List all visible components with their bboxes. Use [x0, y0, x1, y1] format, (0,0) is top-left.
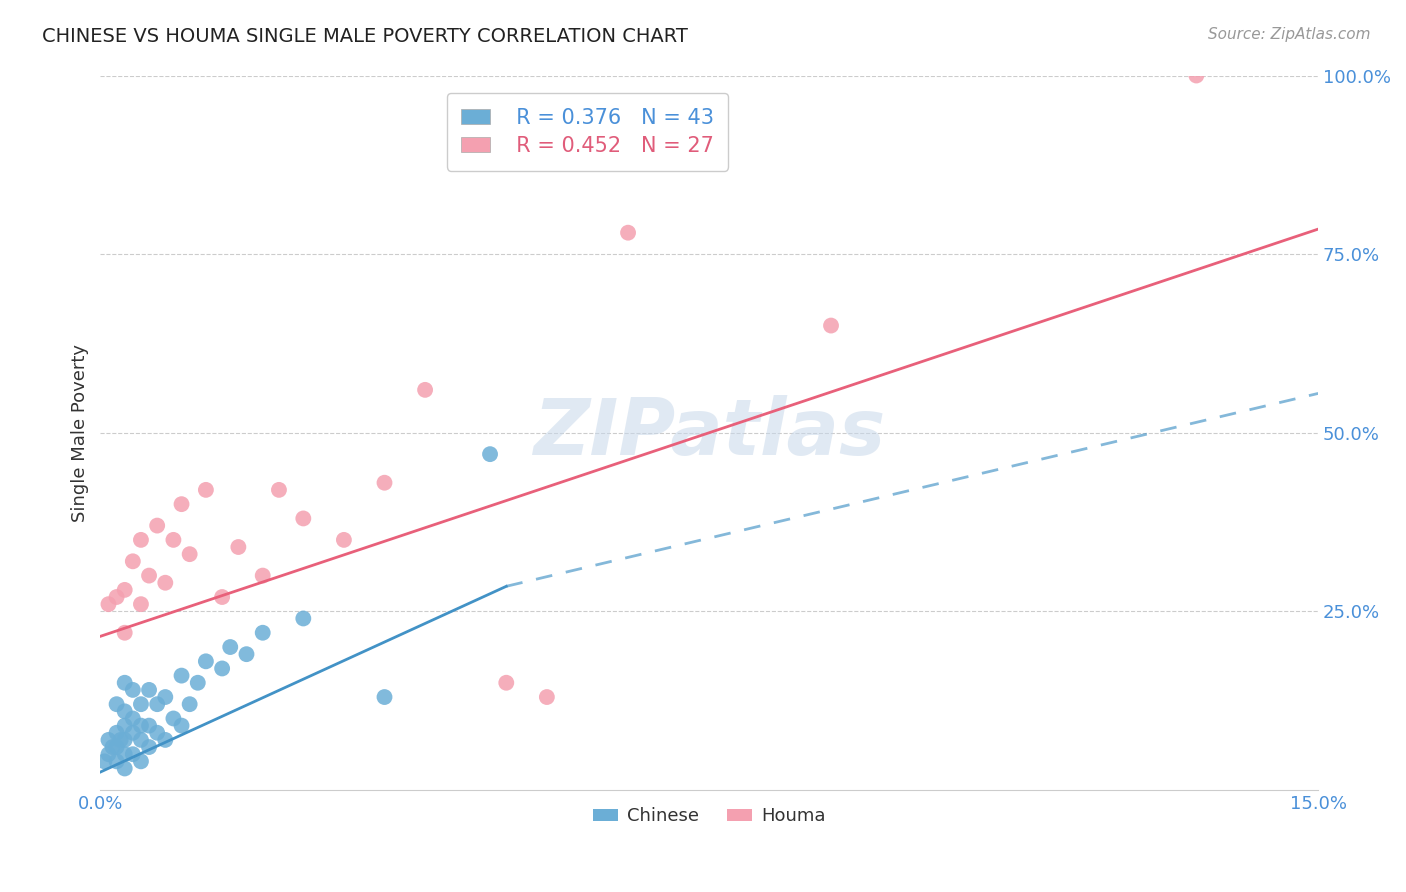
Point — [292, 511, 315, 525]
Point — [121, 554, 143, 568]
Text: ZIPatlas: ZIPatlas — [533, 395, 886, 471]
Point — [97, 747, 120, 762]
Point — [129, 533, 152, 547]
Point — [121, 747, 143, 762]
Point — [292, 611, 315, 625]
Point — [129, 755, 152, 769]
Point — [138, 718, 160, 732]
Point — [170, 497, 193, 511]
Point — [114, 747, 136, 762]
Point — [97, 732, 120, 747]
Point — [179, 547, 201, 561]
Point — [155, 732, 177, 747]
Point — [121, 682, 143, 697]
Point — [146, 518, 169, 533]
Point — [373, 475, 395, 490]
Point — [146, 725, 169, 739]
Point — [333, 533, 356, 547]
Point — [228, 540, 250, 554]
Point — [211, 590, 233, 604]
Point — [114, 675, 136, 690]
Point — [114, 718, 136, 732]
Point — [138, 740, 160, 755]
Point — [105, 755, 128, 769]
Point — [413, 383, 436, 397]
Point — [252, 568, 274, 582]
Point — [252, 625, 274, 640]
Point — [105, 725, 128, 739]
Point — [617, 226, 640, 240]
Point — [97, 597, 120, 611]
Point — [101, 740, 124, 755]
Point — [211, 661, 233, 675]
Point — [114, 762, 136, 776]
Point — [114, 625, 136, 640]
Point — [162, 533, 184, 547]
Point — [138, 568, 160, 582]
Point — [105, 740, 128, 755]
Point — [129, 732, 152, 747]
Point — [138, 682, 160, 697]
Point — [179, 697, 201, 711]
Point — [170, 668, 193, 682]
Text: Source: ZipAtlas.com: Source: ZipAtlas.com — [1208, 27, 1371, 42]
Y-axis label: Single Male Poverty: Single Male Poverty — [72, 343, 89, 522]
Point — [129, 597, 152, 611]
Point — [373, 690, 395, 704]
Point — [170, 718, 193, 732]
Legend: Chinese, Houma: Chinese, Houma — [583, 798, 834, 835]
Point — [129, 718, 152, 732]
Point — [155, 690, 177, 704]
Point — [129, 697, 152, 711]
Point — [495, 675, 517, 690]
Point — [194, 654, 217, 668]
Point — [820, 318, 842, 333]
Point — [114, 582, 136, 597]
Point — [187, 675, 209, 690]
Point — [93, 755, 115, 769]
Text: CHINESE VS HOUMA SINGLE MALE POVERTY CORRELATION CHART: CHINESE VS HOUMA SINGLE MALE POVERTY COR… — [42, 27, 688, 45]
Point — [235, 647, 257, 661]
Point — [121, 725, 143, 739]
Point — [194, 483, 217, 497]
Point — [146, 697, 169, 711]
Point — [114, 732, 136, 747]
Point — [121, 711, 143, 725]
Point — [219, 640, 242, 654]
Point — [479, 447, 502, 461]
Point — [105, 590, 128, 604]
Point — [536, 690, 558, 704]
Point — [114, 704, 136, 718]
Point — [110, 732, 132, 747]
Point — [105, 697, 128, 711]
Point — [267, 483, 290, 497]
Point — [162, 711, 184, 725]
Point — [155, 575, 177, 590]
Point — [1185, 69, 1208, 83]
